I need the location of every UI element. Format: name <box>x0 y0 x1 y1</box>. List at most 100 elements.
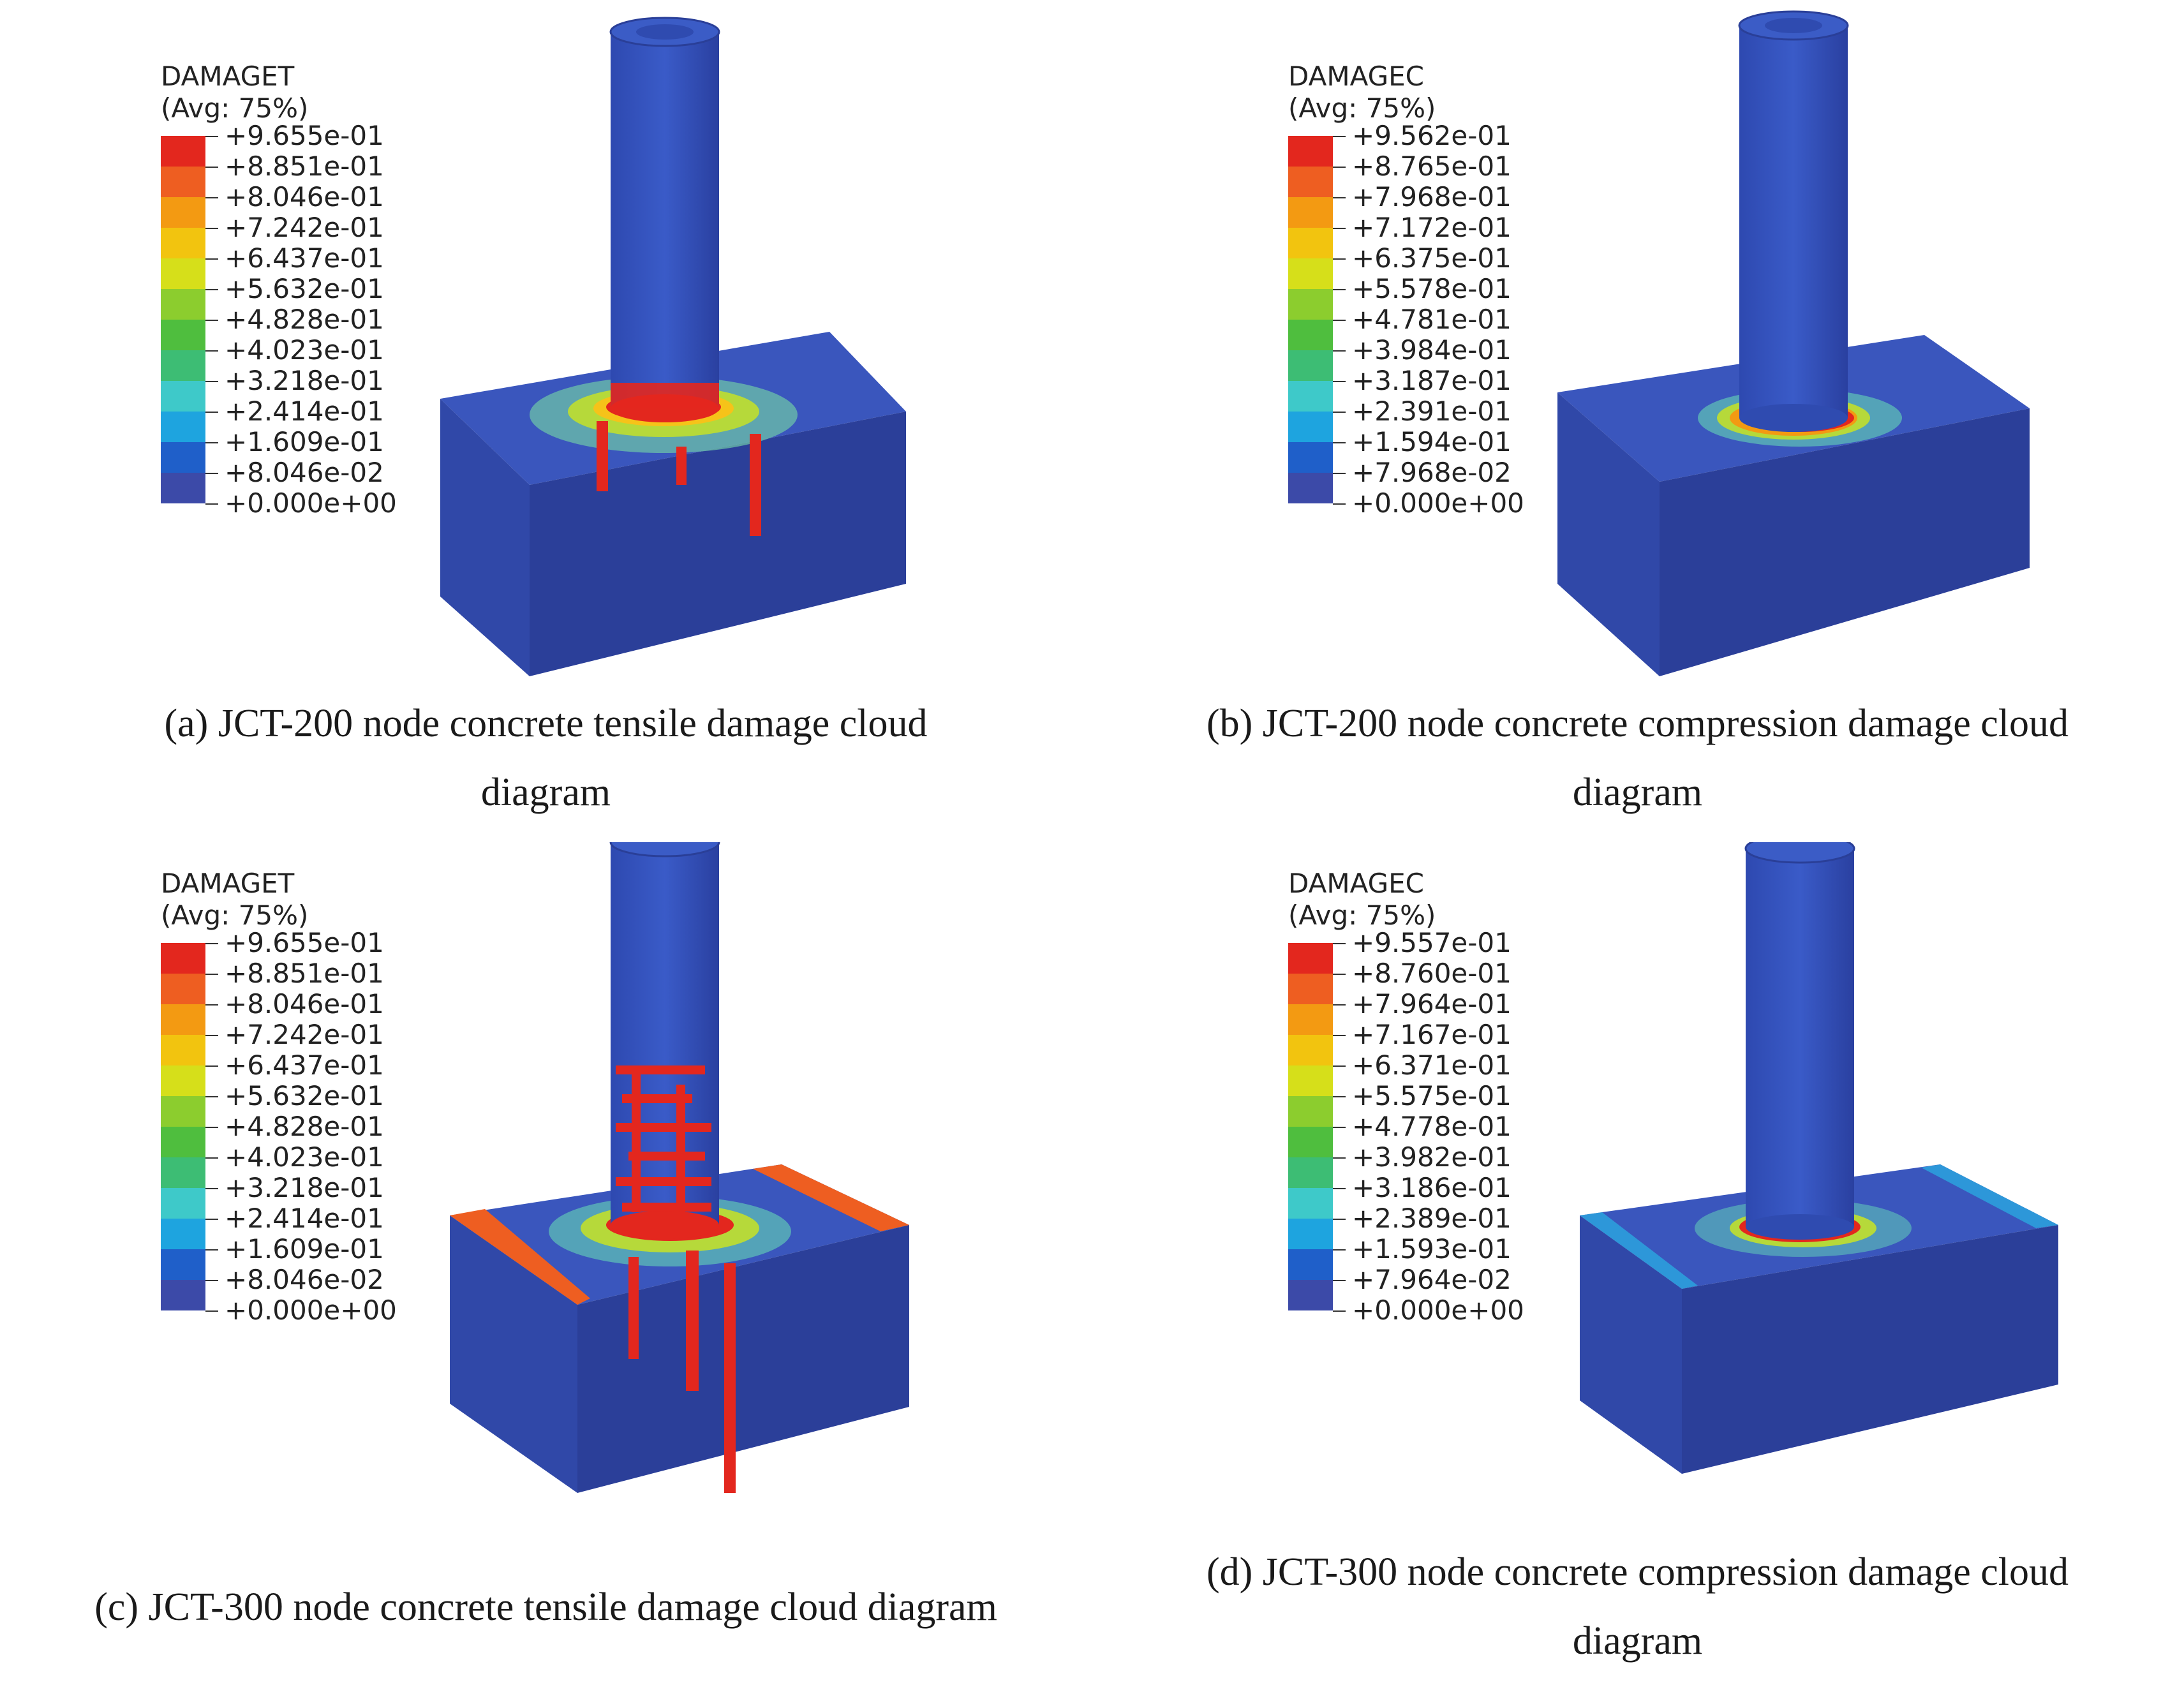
legend-value: +5.578e-01 <box>1352 273 1512 304</box>
legend-tick <box>205 1310 218 1312</box>
legend-value: +8.760e-01 <box>1352 958 1512 989</box>
color-scale: +9.655e-01 +8.851e-01 +8.046e-01 +7.242e-01… <box>161 928 493 1326</box>
legend-value: +9.655e-01 <box>225 927 384 958</box>
damage-model-render <box>440 17 906 676</box>
legend-swatch <box>1288 320 1333 350</box>
legend-value: +0.000e+00 <box>1352 1295 1524 1326</box>
legend-value: +5.632e-01 <box>225 1080 384 1111</box>
legend-tick <box>1333 289 1346 290</box>
legend-value: +1.594e-01 <box>1352 426 1512 457</box>
legend-value: +4.828e-01 <box>225 304 384 335</box>
legend-value: +3.218e-01 <box>225 365 384 396</box>
legend-tick <box>205 1065 218 1067</box>
legend-swatch <box>1288 1065 1333 1096</box>
legend-swatch <box>1288 473 1333 503</box>
legend-swatch <box>1288 1096 1333 1127</box>
legend-tick <box>205 228 218 229</box>
legend-swatch <box>1288 258 1333 289</box>
legend-avg: (Avg: 75%) <box>1288 900 1436 931</box>
legend: DAMAGET (Avg: 75%) +9.655e-01 +8.851e-01 +… <box>161 61 493 519</box>
legend-value: +7.964e-01 <box>1352 988 1512 1020</box>
legend-tick <box>1333 197 1346 198</box>
legend-value: +4.023e-01 <box>225 334 384 366</box>
legend-tick <box>1333 1096 1346 1097</box>
legend-swatch <box>161 1004 205 1035</box>
legend-value: +3.187e-01 <box>1352 365 1512 396</box>
legend-value: +3.218e-01 <box>225 1172 384 1203</box>
legend-tick <box>205 136 218 137</box>
legend: DAMAGEC (Avg: 75%) +9.557e-01 +8.760e-01 +… <box>1288 868 1620 1326</box>
legend-value: +9.557e-01 <box>1352 927 1512 958</box>
legend-tick <box>1333 412 1346 413</box>
legend-tick <box>205 943 218 944</box>
legend-tick <box>205 258 218 260</box>
caption: (c) JCT-300 node concrete tensile damage… <box>0 1573 1092 1642</box>
legend-value: +7.968e-02 <box>1352 457 1512 488</box>
legend-tick <box>1333 1280 1346 1281</box>
legend-tick <box>1333 1249 1346 1251</box>
legend-value: +7.964e-02 <box>1352 1264 1512 1295</box>
legend-swatch <box>161 1249 205 1280</box>
legend-value: +8.765e-01 <box>1352 151 1512 182</box>
legend-swatch <box>1288 974 1333 1004</box>
color-scale: +9.655e-01 +8.851e-01 +8.046e-01 +7.242e-01… <box>161 121 493 519</box>
legend-swatch <box>161 1096 205 1127</box>
legend-swatch <box>1288 136 1333 167</box>
legend-value: +2.389e-01 <box>1352 1203 1512 1234</box>
legend-value: +3.982e-01 <box>1352 1141 1512 1173</box>
legend-swatch <box>161 136 205 167</box>
legend-value: +4.828e-01 <box>225 1111 384 1142</box>
legend-value: +8.851e-01 <box>225 958 384 989</box>
legend-swatch <box>161 320 205 350</box>
caption-line1: (c) JCT-300 node concrete tensile damage… <box>94 1585 997 1629</box>
damage-model-render <box>450 842 909 1493</box>
legend-swatch <box>1288 1127 1333 1157</box>
legend-swatch <box>1288 228 1333 258</box>
legend-tick <box>205 320 218 321</box>
legend-swatch <box>1288 442 1333 473</box>
legend-swatch <box>1288 1280 1333 1310</box>
legend-tick <box>1333 503 1346 505</box>
legend-tick <box>1333 943 1346 944</box>
legend-tick <box>1333 1188 1346 1189</box>
legend-value: +8.046e-02 <box>225 1264 384 1295</box>
legend-tick <box>205 1127 218 1128</box>
legend-swatch <box>1288 412 1333 442</box>
legend-tick <box>205 1157 218 1159</box>
legend-value: +5.575e-01 <box>1352 1080 1512 1111</box>
legend-value: +2.391e-01 <box>1352 396 1512 427</box>
legend-swatch <box>161 1127 205 1157</box>
caption-line1: (a) JCT-200 node concrete tensile damage… <box>164 702 928 745</box>
legend-value: +9.655e-01 <box>225 120 384 151</box>
legend-swatch <box>161 943 205 974</box>
caption-line2: diagram <box>480 771 611 814</box>
legend-value: +4.781e-01 <box>1352 304 1512 335</box>
legend-tick <box>205 473 218 474</box>
legend-swatch <box>161 258 205 289</box>
legend-swatch <box>1288 943 1333 974</box>
legend-tick <box>1333 350 1346 352</box>
legend-avg: (Avg: 75%) <box>161 93 309 124</box>
legend-value: +8.046e-01 <box>225 181 384 212</box>
caption: (a) JCT-200 node concrete tensile damage… <box>0 689 1092 827</box>
legend-tick <box>1333 1065 1346 1067</box>
legend-value: +7.167e-01 <box>1352 1019 1512 1050</box>
legend-swatch <box>161 1219 205 1249</box>
legend-swatch <box>1288 1157 1333 1188</box>
caption-line2: diagram <box>1572 1619 1703 1663</box>
legend-value: +6.437e-01 <box>225 1050 384 1081</box>
legend-value: +4.023e-01 <box>225 1141 384 1173</box>
legend-tick <box>205 167 218 168</box>
legend-tick <box>205 974 218 975</box>
panel-a: DAMAGET (Avg: 75%) +9.655e-01 +8.851e-01 +… <box>0 0 1092 842</box>
damage-model-render <box>1557 10 2030 676</box>
legend-tick <box>1333 473 1346 474</box>
legend-swatch <box>1288 197 1333 228</box>
legend-tick <box>205 1219 218 1220</box>
legend-tick <box>1333 136 1346 137</box>
legend-tick <box>1333 442 1346 443</box>
caption-line1: (b) JCT-200 node concrete compression da… <box>1207 702 2069 745</box>
legend-swatch <box>1288 1004 1333 1035</box>
legend-value: +7.968e-01 <box>1352 181 1512 212</box>
legend-tick <box>1333 228 1346 229</box>
